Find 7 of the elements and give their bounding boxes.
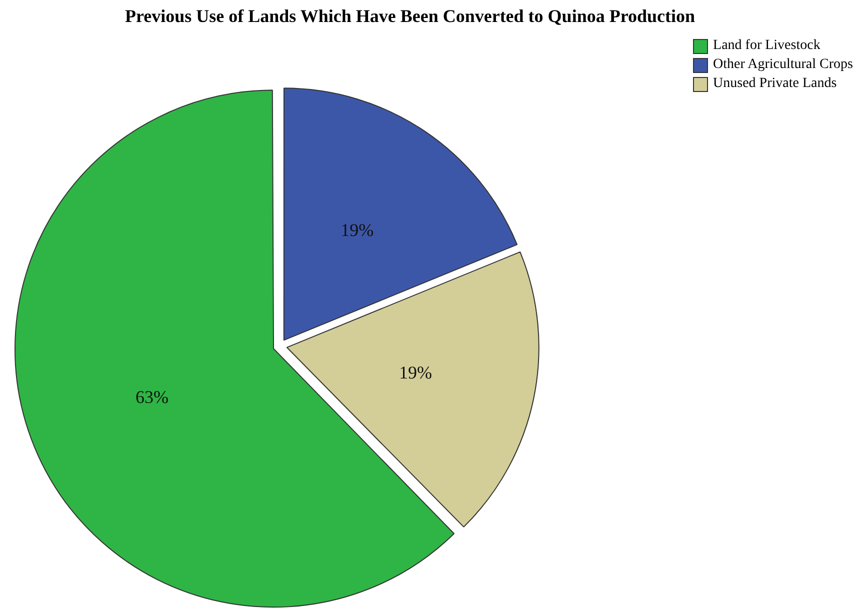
legend-label: Unused Private Lands bbox=[713, 76, 837, 92]
data-label: 63% bbox=[136, 387, 168, 408]
chart-title: Previous Use of Lands Which Have Been Converted to Quinoa Production bbox=[124, 6, 696, 27]
legend-label: Land for Livestock bbox=[713, 38, 820, 54]
data-label: 19% bbox=[340, 220, 374, 240]
legend-label: Other Agricultural Crops bbox=[713, 57, 853, 73]
data-label: 19% bbox=[399, 362, 432, 383]
